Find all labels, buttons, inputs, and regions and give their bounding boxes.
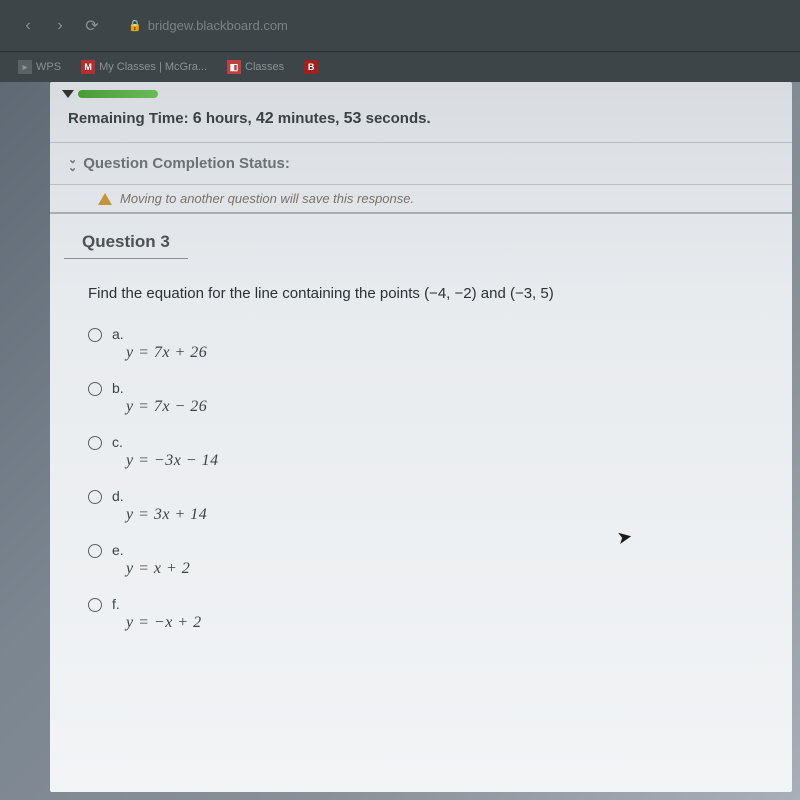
radio-button[interactable] [88,490,102,504]
option-letter: c. [112,434,219,450]
question-body: Find the equation for the line containin… [50,261,792,640]
bookmark-b[interactable]: B [298,58,324,76]
address-bar[interactable]: 🔒 bridgew.blackboard.com [128,18,288,33]
reload-button[interactable]: ⟳ [80,14,104,38]
browser-toolbar: ‹ › ⟳ 🔒 bridgew.blackboard.com [0,0,800,52]
option-equation: y = 7x + 26 [126,344,207,361]
bookmark-myclasses[interactable]: M My Classes | McGra... [75,58,213,76]
forward-button[interactable]: › [48,14,72,38]
warning-text: Moving to another question will save thi… [120,191,414,206]
save-warning: Moving to another question will save thi… [50,185,792,214]
warning-icon [98,193,112,205]
option-c[interactable]: c. y = −3x − 14 [88,434,764,470]
radio-button[interactable] [88,598,102,612]
progress-strip [50,82,792,102]
option-b[interactable]: b. y = 7x − 26 [88,380,764,416]
completion-status-row[interactable]: ⌄⌄ Question Completion Status: [50,143,792,185]
radio-button[interactable] [88,436,102,450]
site-icon: M [81,60,95,74]
option-equation: y = 7x − 26 [126,398,207,415]
option-a[interactable]: a. y = 7x + 26 [88,326,764,362]
option-letter: a. [112,326,207,342]
option-e[interactable]: e. y = x + 2 [88,542,764,578]
options-list: a. y = 7x + 26 b. y = 7x − 26 c. y = −3x… [88,326,764,632]
option-equation: y = −x + 2 [126,614,202,631]
remaining-time: Remaining Time: 6 hours, 42 minutes, 53 … [50,102,792,143]
option-letter: d. [112,488,207,504]
radio-button[interactable] [88,382,102,396]
mouse-cursor-icon: ➤ [615,526,634,549]
question-prompt: Find the equation for the line containin… [88,285,764,302]
back-button[interactable]: ‹ [16,14,40,38]
url-text: bridgew.blackboard.com [148,18,288,33]
lock-icon: 🔒 [128,19,142,32]
collapse-icon[interactable] [62,90,74,98]
progress-bar [78,90,158,98]
bookmark-wps[interactable]: ▸ WPS [12,58,67,76]
chevron-down-icon: ⌄⌄ [68,156,77,172]
option-equation: y = −3x − 14 [126,452,219,469]
option-d[interactable]: d. y = 3x + 14 [88,488,764,524]
radio-button[interactable] [88,544,102,558]
option-letter: f. [112,596,202,612]
option-f[interactable]: f. y = −x + 2 [88,596,764,632]
option-letter: e. [112,542,190,558]
bookmarks-bar: ▸ WPS M My Classes | McGra... ◧ Classes … [0,52,800,82]
page-content: Remaining Time: 6 hours, 42 minutes, 53 … [50,82,792,792]
radio-button[interactable] [88,328,102,342]
site-icon: ◧ [227,60,241,74]
completion-status-label: Question Completion Status: [83,155,290,172]
option-letter: b. [112,380,207,396]
option-equation: y = 3x + 14 [126,506,207,523]
bookmark-classes[interactable]: ◧ Classes [221,58,290,76]
question-title: Question 3 [64,214,188,259]
folder-icon: ▸ [18,60,32,74]
site-icon: B [304,60,318,74]
option-equation: y = x + 2 [126,560,190,577]
